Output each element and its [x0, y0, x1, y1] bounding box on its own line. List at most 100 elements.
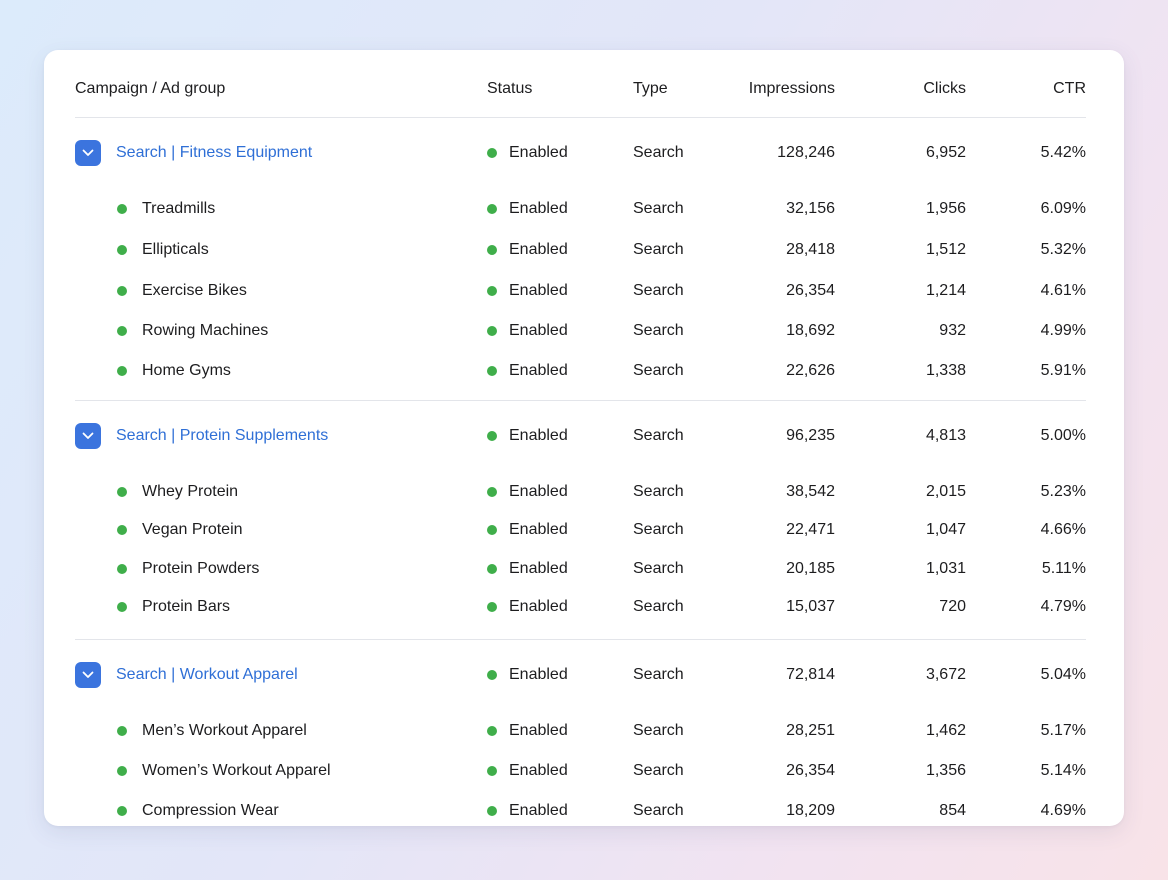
header-name[interactable]: Campaign / Ad group	[75, 80, 226, 97]
impressions-cell: 26,354	[786, 762, 835, 779]
status-label: Enabled	[509, 762, 568, 779]
campaign-row[interactable]: Search | Protein Supplements Enabled Searc…	[75, 401, 1086, 472]
clicks-cell: 1,462	[925, 722, 966, 739]
ad-group-status-dot-icon	[117, 286, 127, 296]
clicks-cell: 854	[939, 802, 966, 819]
ad-group-name[interactable]: Home Gyms	[142, 362, 231, 379]
clicks-cell: 1,956	[925, 200, 966, 217]
ctr-cell: 5.91%	[1040, 362, 1086, 379]
status-label: Enabled	[509, 362, 568, 379]
expand-toggle-button[interactable]	[75, 140, 101, 166]
ad-group-name[interactable]: Protein Powders	[142, 560, 260, 577]
ctr-cell: 5.14%	[1040, 762, 1086, 779]
status-label: Enabled	[509, 560, 568, 577]
status-dot-icon	[487, 766, 497, 776]
ad-group-name[interactable]: Rowing Machines	[142, 322, 269, 339]
ad-group-row[interactable]: Home Gyms Enabled Search 22,626 1,338 5.91%	[75, 351, 1086, 390]
ad-group-name[interactable]: Vegan Protein	[142, 521, 243, 538]
status-dot-icon	[487, 431, 497, 441]
clicks-cell: 1,047	[925, 521, 966, 538]
ad-group-name[interactable]: Compression Wear	[142, 802, 279, 819]
clicks-cell: 1,356	[925, 762, 966, 779]
ad-group-status-dot-icon	[117, 487, 127, 497]
header-clicks[interactable]: Clicks	[923, 80, 966, 97]
type-cell: Search	[633, 560, 684, 577]
ctr-cell: 5.23%	[1040, 483, 1086, 500]
ad-group-name[interactable]: Exercise Bikes	[142, 282, 247, 299]
ad-group-status-dot-icon	[117, 602, 127, 612]
campaign-row[interactable]: Search | Workout Apparel Enabled Search 72,…	[75, 640, 1086, 711]
header-ctr[interactable]: CTR	[1053, 80, 1086, 97]
expand-toggle-button[interactable]	[75, 662, 101, 688]
status-label: Enabled	[509, 598, 568, 615]
status-label: Enabled	[509, 322, 568, 339]
ad-group-row[interactable]: Ellipticals Enabled Search 28,418 1,512 5.32%	[75, 229, 1086, 270]
ctr-cell: 4.79%	[1040, 598, 1086, 615]
campaign-group: Search | Fitness Equipment Enabled Search 1…	[75, 118, 1086, 401]
type-cell: Search	[633, 666, 684, 683]
ad-group-row[interactable]: Treadmills Enabled Search 32,156 1,956 6.09%	[75, 189, 1086, 229]
status-label: Enabled	[509, 722, 568, 739]
ad-group-name[interactable]: Ellipticals	[142, 241, 209, 258]
ad-group-status-dot-icon	[117, 564, 127, 574]
ad-group-status-dot-icon	[117, 245, 127, 255]
chevron-down-icon	[82, 671, 94, 678]
ctr-cell: 5.42%	[1040, 144, 1086, 161]
type-cell: Search	[633, 362, 684, 379]
ad-group-name[interactable]: Protein Bars	[142, 598, 231, 615]
status-dot-icon	[487, 326, 497, 336]
type-cell: Search	[633, 802, 684, 819]
ad-group-row[interactable]: Rowing Machines Enabled Search 18,692 932 4.9…	[75, 311, 1086, 351]
header-status[interactable]: Status	[487, 80, 533, 97]
ad-group-name[interactable]: Women’s Workout Apparel	[142, 762, 331, 779]
status-label: Enabled	[509, 241, 568, 258]
status-dot-icon	[487, 245, 497, 255]
ad-group-name[interactable]: Treadmills	[142, 200, 216, 217]
status-dot-icon	[487, 366, 497, 376]
ad-group-row[interactable]: Protein Powders Enabled Search 20,185 1,031 5…	[75, 549, 1086, 588]
campaign-name-link[interactable]: Search | Fitness Equipment	[116, 144, 313, 161]
expand-toggle-button[interactable]	[75, 423, 101, 449]
ad-group-name[interactable]: Whey Protein	[142, 483, 239, 500]
ctr-cell: 4.69%	[1040, 802, 1086, 819]
ad-group-row[interactable]: Whey Protein Enabled Search 38,542 2,015 5.23…	[75, 472, 1086, 511]
ad-group-row[interactable]: Vegan Protein Enabled Search 22,471 1,047 4.6…	[75, 511, 1086, 549]
impressions-cell: 72,814	[786, 666, 835, 683]
ad-group-row[interactable]: Protein Bars Enabled Search 15,037 720 4.79%	[75, 588, 1086, 626]
type-cell: Search	[633, 200, 684, 217]
status-dot-icon	[487, 602, 497, 612]
status-label: Enabled	[509, 282, 568, 299]
ad-group-status-dot-icon	[117, 326, 127, 336]
ad-group-row[interactable]: Women’s Workout Apparel Enabled Search 26,3…	[75, 751, 1086, 791]
header-impressions[interactable]: Impressions	[748, 80, 835, 97]
clicks-cell: 3,672	[925, 666, 966, 683]
ad-group-status-dot-icon	[117, 806, 127, 816]
ctr-cell: 5.00%	[1040, 427, 1086, 444]
ad-group-status-dot-icon	[117, 366, 127, 376]
ctr-cell: 4.61%	[1040, 282, 1086, 299]
campaign-name-link[interactable]: Search | Workout Apparel	[116, 666, 298, 683]
type-cell: Search	[633, 598, 684, 615]
clicks-cell: 932	[939, 322, 966, 339]
campaign-name-link[interactable]: Search | Protein Supplements	[116, 427, 329, 444]
ctr-cell: 6.09%	[1040, 200, 1086, 217]
ad-group-name[interactable]: Men’s Workout Apparel	[142, 722, 307, 739]
clicks-cell: 1,512	[925, 241, 966, 258]
campaign-group: Search | Protein Supplements Enabled Searc…	[75, 401, 1086, 640]
ad-group-row[interactable]: Exercise Bikes Enabled Search 26,354 1,214 4.…	[75, 270, 1086, 311]
campaign-table-card: Campaign / Ad group Status Type Impressi…	[44, 50, 1124, 826]
status-dot-icon	[487, 726, 497, 736]
status-label: Enabled	[509, 427, 568, 444]
status-label: Enabled	[509, 802, 568, 819]
impressions-cell: 32,156	[786, 200, 835, 217]
status-label: Enabled	[509, 521, 568, 538]
campaign-row[interactable]: Search | Fitness Equipment Enabled Search 1…	[75, 118, 1086, 189]
group-spacer	[75, 626, 1086, 639]
ad-group-row[interactable]: Compression Wear Enabled Search 18,209 854 4.…	[75, 791, 1086, 831]
ad-group-status-dot-icon	[117, 726, 127, 736]
header-type[interactable]: Type	[633, 80, 668, 97]
ad-group-row[interactable]: Men’s Workout Apparel Enabled Search 28,251…	[75, 711, 1086, 751]
status-label: Enabled	[509, 483, 568, 500]
status-dot-icon	[487, 286, 497, 296]
type-cell: Search	[633, 144, 684, 161]
